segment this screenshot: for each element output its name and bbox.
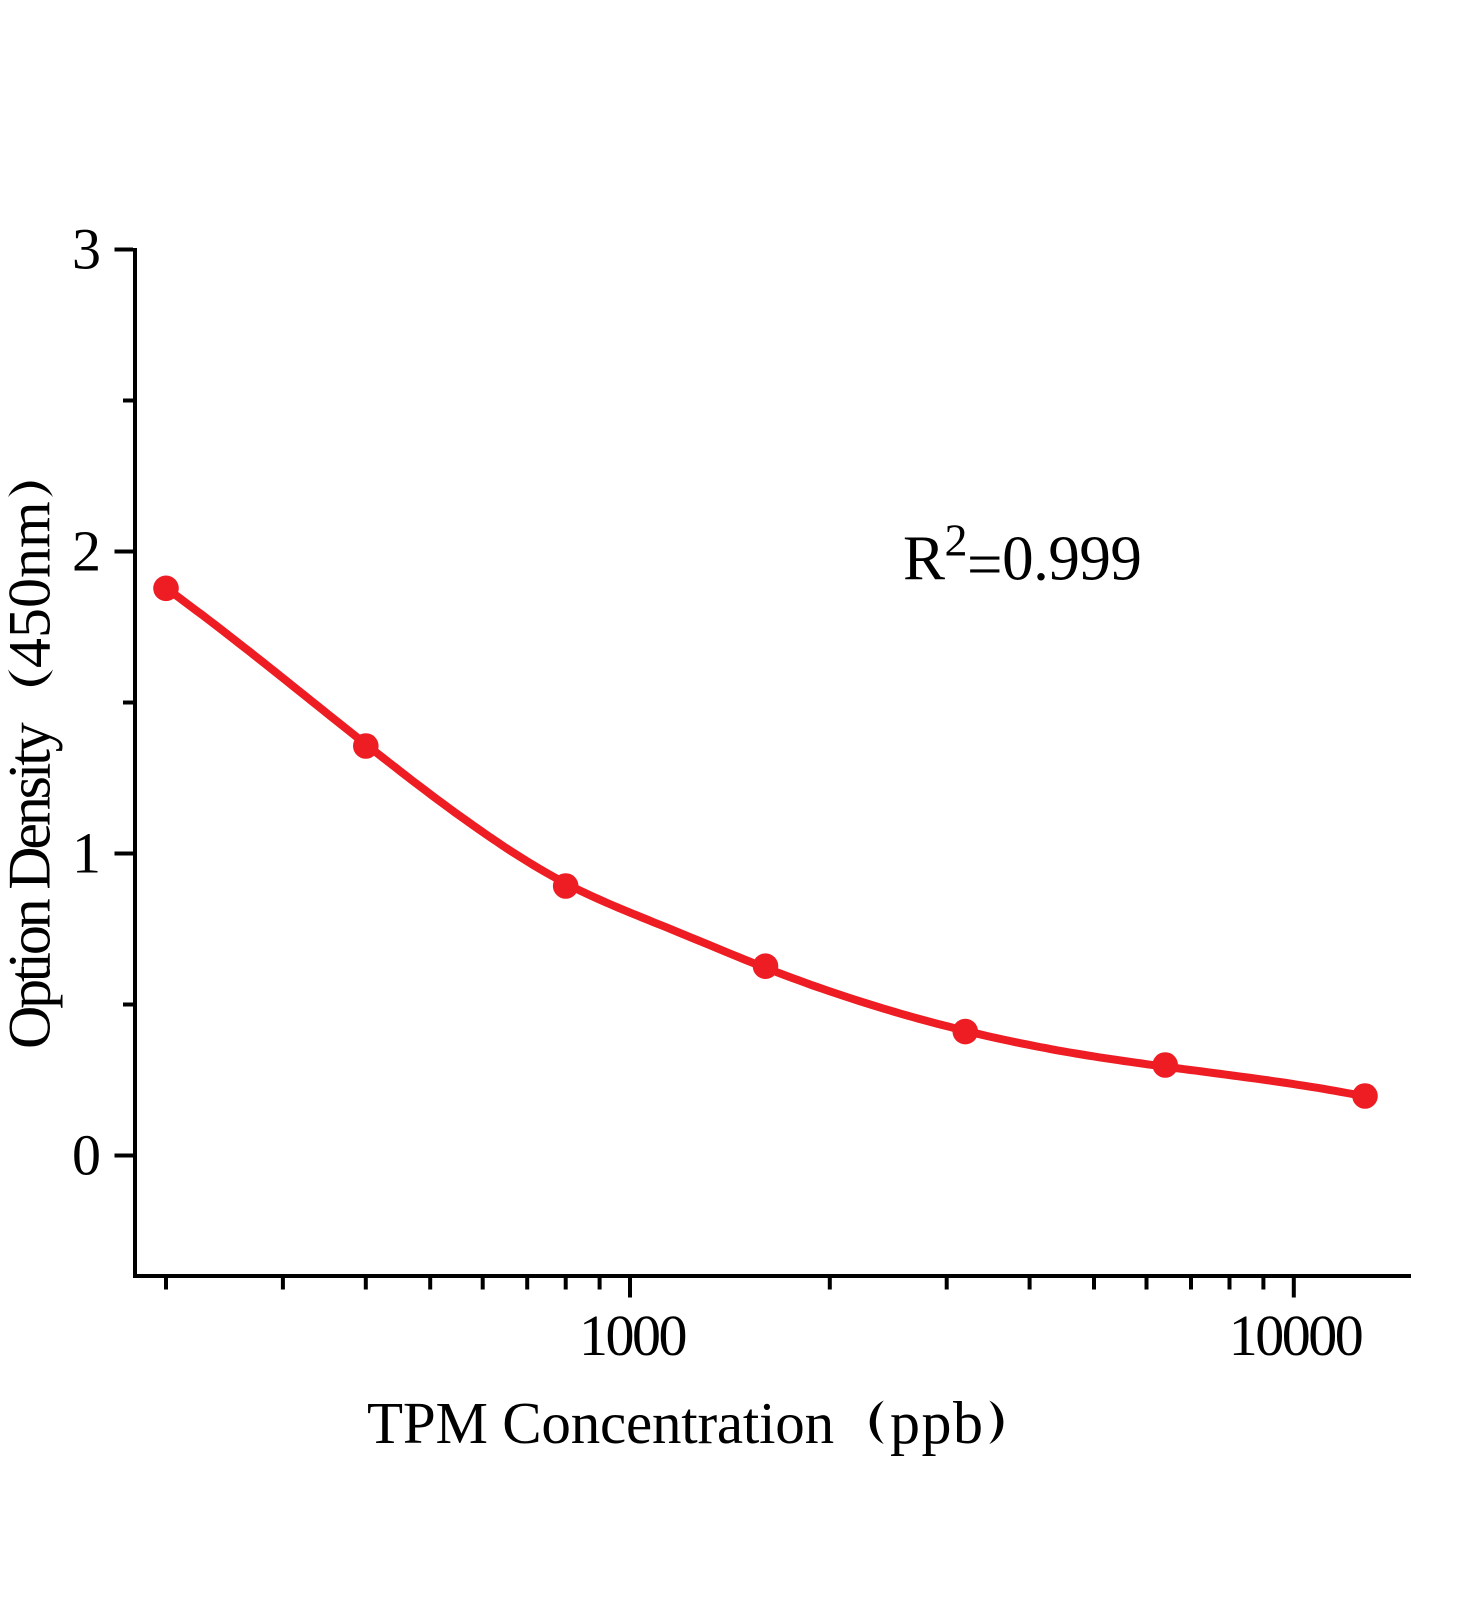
- svg-text:Option Density: Option Density: [0, 722, 63, 1049]
- svg-text:1000: 1000: [579, 1303, 686, 1368]
- svg-text:2: 2: [72, 519, 101, 584]
- svg-text:450nm: 450nm: [0, 501, 63, 668]
- svg-text:R2=0.999: R2=0.999: [903, 515, 1141, 600]
- svg-text:3: 3: [72, 217, 101, 282]
- svg-text:ppb: ppb: [890, 1390, 985, 1456]
- svg-text:10000: 10000: [1229, 1303, 1362, 1368]
- svg-text:0: 0: [72, 1123, 101, 1188]
- svg-text:1: 1: [72, 821, 101, 886]
- svg-text:TPM Concentration: TPM Concentration: [367, 1390, 834, 1456]
